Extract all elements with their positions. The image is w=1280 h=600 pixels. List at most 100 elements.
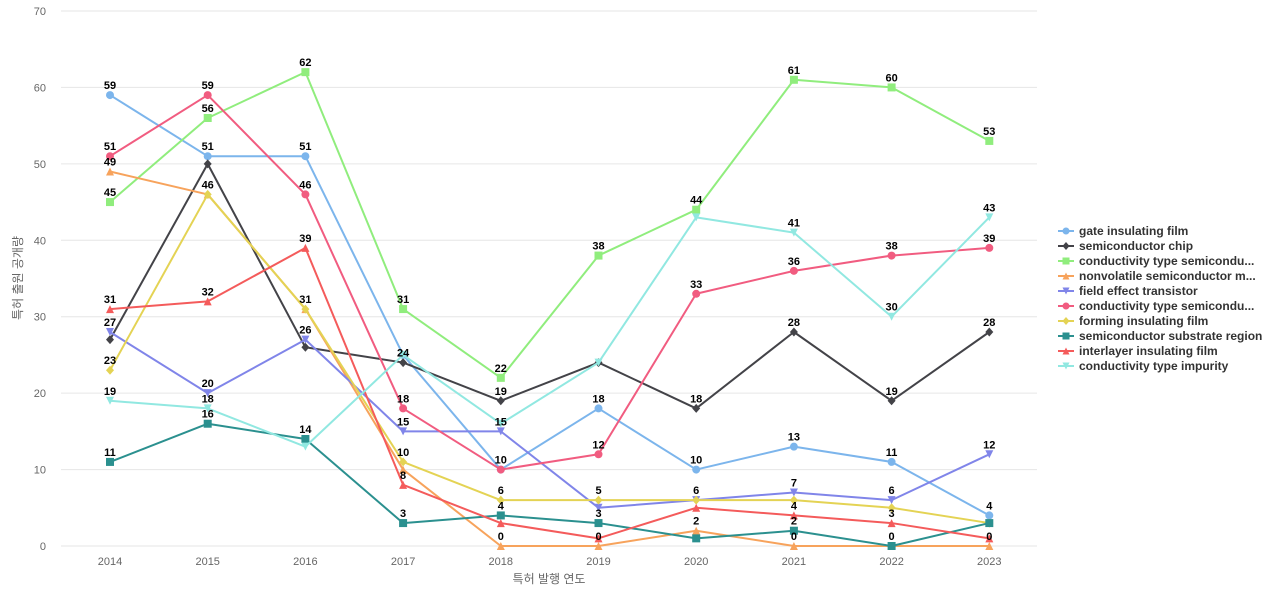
- data-point[interactable]: [106, 152, 114, 161]
- data-point[interactable]: [399, 480, 408, 489]
- data-point[interactable]: [692, 289, 701, 298]
- data-point[interactable]: [985, 243, 994, 252]
- data-point[interactable]: [789, 488, 798, 497]
- data-point[interactable]: [887, 83, 896, 92]
- data-point[interactable]: [985, 542, 994, 550]
- data-point[interactable]: [789, 526, 798, 535]
- data-point[interactable]: [985, 327, 994, 337]
- data-point[interactable]: [789, 228, 798, 237]
- data-point[interactable]: [301, 190, 310, 199]
- series-line[interactable]: [109, 94, 991, 517]
- data-point[interactable]: [594, 542, 603, 550]
- data-point[interactable]: [301, 68, 310, 77]
- data-point[interactable]: [692, 403, 701, 413]
- data-point[interactable]: [203, 114, 212, 122]
- data-point[interactable]: [106, 305, 114, 314]
- data-point[interactable]: [887, 251, 896, 260]
- data-point[interactable]: [496, 542, 505, 550]
- data-point[interactable]: [594, 534, 603, 543]
- series-line[interactable]: [109, 94, 991, 471]
- data-point[interactable]: [692, 495, 701, 505]
- data-point[interactable]: [496, 373, 505, 382]
- data-point[interactable]: [496, 511, 505, 520]
- data-point[interactable]: [106, 198, 114, 207]
- data-point[interactable]: [203, 189, 212, 199]
- data-point[interactable]: [789, 495, 798, 505]
- data-point[interactable]: [301, 304, 310, 314]
- legend-label[interactable]: conductivity type impurity: [1079, 359, 1229, 373]
- data-point[interactable]: [789, 75, 798, 84]
- legend-item[interactable]: conductivity type semicondu...: [1058, 299, 1254, 313]
- data-point[interactable]: [399, 427, 408, 436]
- legend-marker-icon[interactable]: [1062, 272, 1070, 280]
- series-line[interactable]: [109, 71, 991, 379]
- data-point[interactable]: [203, 152, 212, 161]
- data-point[interactable]: [106, 365, 114, 375]
- data-point[interactable]: [203, 389, 212, 398]
- data-point[interactable]: [399, 358, 408, 368]
- legend-item[interactable]: field effect transistor: [1058, 284, 1198, 298]
- data-point[interactable]: [789, 266, 798, 275]
- legend-item[interactable]: semiconductor chip: [1058, 239, 1193, 253]
- data-point[interactable]: [496, 519, 505, 528]
- data-point[interactable]: [594, 358, 603, 367]
- data-point[interactable]: [692, 534, 701, 543]
- data-point[interactable]: [985, 519, 994, 528]
- data-point[interactable]: [496, 495, 505, 505]
- legend-label[interactable]: semiconductor substrate region: [1079, 329, 1262, 343]
- data-point[interactable]: [301, 442, 310, 451]
- data-point[interactable]: [496, 427, 505, 436]
- data-point[interactable]: [203, 404, 212, 413]
- series-line[interactable]: [109, 193, 991, 525]
- series-line[interactable]: [109, 162, 991, 410]
- data-point[interactable]: [106, 91, 114, 100]
- data-point[interactable]: [985, 534, 994, 543]
- legend-label[interactable]: interlayer insulating film: [1079, 344, 1218, 358]
- legend-marker-icon[interactable]: [1062, 362, 1070, 370]
- data-point[interactable]: [496, 419, 505, 428]
- series-line[interactable]: [109, 216, 991, 448]
- data-point[interactable]: [106, 396, 114, 405]
- data-point[interactable]: [106, 328, 114, 336]
- data-point[interactable]: [887, 312, 896, 321]
- data-point[interactable]: [985, 511, 994, 520]
- data-point[interactable]: [301, 335, 310, 344]
- data-point[interactable]: [887, 519, 896, 528]
- data-point[interactable]: [692, 526, 701, 535]
- data-point[interactable]: [399, 465, 408, 474]
- data-point[interactable]: [106, 335, 114, 345]
- data-point[interactable]: [594, 503, 603, 512]
- data-point[interactable]: [789, 542, 798, 550]
- data-point[interactable]: [594, 450, 603, 459]
- legend-marker-icon[interactable]: [1062, 302, 1070, 310]
- data-point[interactable]: [594, 519, 603, 528]
- data-point[interactable]: [399, 350, 408, 359]
- legend-item[interactable]: conductivity type impurity: [1058, 359, 1229, 373]
- legend-item[interactable]: forming insulating film: [1058, 314, 1208, 328]
- data-point[interactable]: [887, 542, 896, 550]
- data-point[interactable]: [692, 503, 701, 512]
- data-point[interactable]: [887, 457, 896, 466]
- legend-label[interactable]: conductivity type semicondu...: [1079, 299, 1254, 313]
- data-point[interactable]: [594, 404, 603, 413]
- data-point[interactable]: [496, 465, 505, 474]
- data-point[interactable]: [301, 152, 310, 161]
- data-point[interactable]: [106, 457, 114, 466]
- data-point[interactable]: [203, 419, 212, 428]
- data-point[interactable]: [399, 305, 408, 314]
- data-point[interactable]: [789, 442, 798, 451]
- data-point[interactable]: [789, 327, 798, 337]
- data-point[interactable]: [301, 435, 310, 443]
- data-point[interactable]: [203, 297, 212, 306]
- data-point[interactable]: [496, 396, 505, 406]
- data-point[interactable]: [301, 342, 310, 352]
- data-point[interactable]: [887, 496, 896, 505]
- legend-label[interactable]: semiconductor chip: [1079, 239, 1193, 253]
- data-point[interactable]: [203, 91, 212, 100]
- legend-label[interactable]: conductivity type semicondu...: [1079, 254, 1254, 268]
- series-line[interactable]: [109, 246, 991, 540]
- data-point[interactable]: [399, 519, 408, 528]
- data-point[interactable]: [594, 495, 603, 505]
- data-point[interactable]: [399, 404, 408, 413]
- legend-item[interactable]: semiconductor substrate region: [1058, 329, 1262, 343]
